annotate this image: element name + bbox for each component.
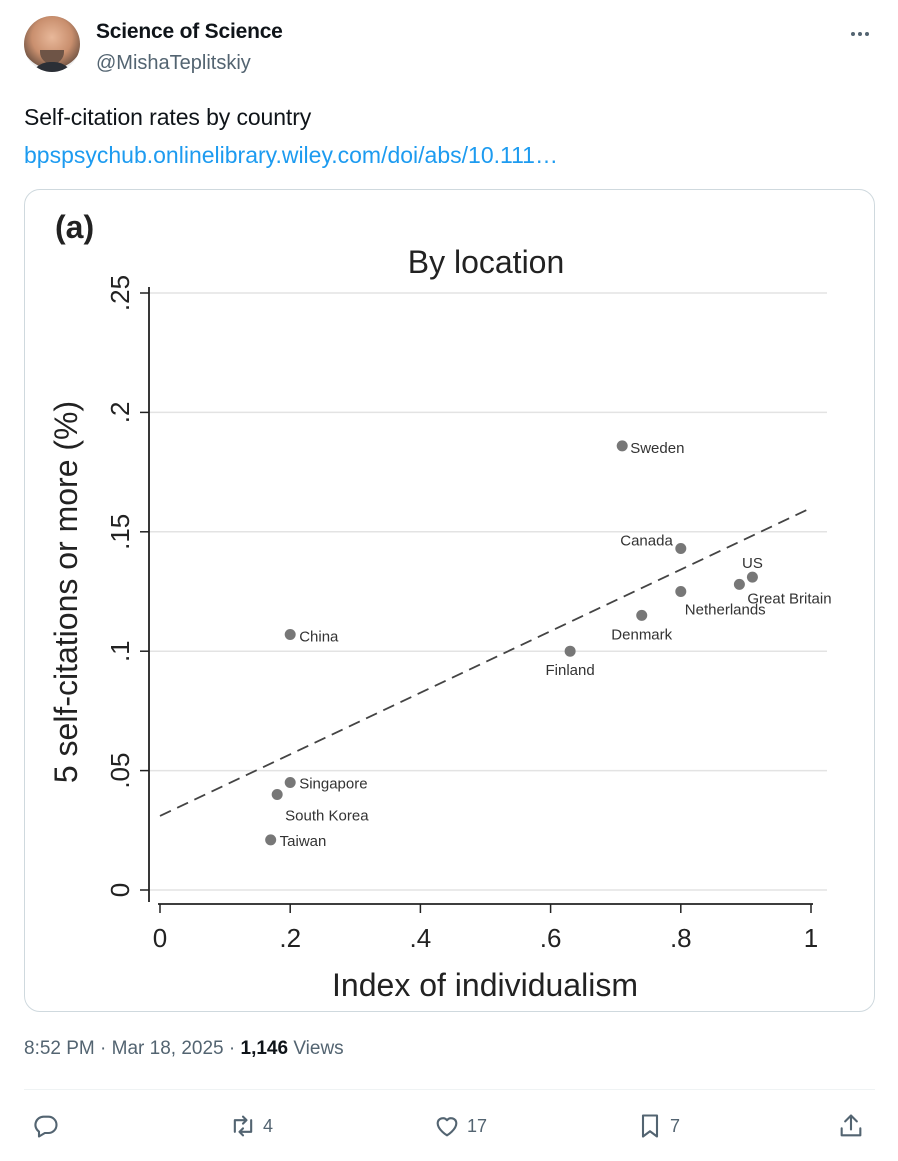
like-button[interactable]: 17 [433, 1108, 487, 1144]
tweet-text: Self-citation rates by country [24, 104, 312, 130]
scatter-point [733, 578, 745, 590]
x-tick-label: .6 [540, 923, 562, 953]
tweet-meta: 8:52 PM · Mar 18, 2025 · 1,146 Views [24, 1038, 344, 1060]
avatar-beard [40, 50, 64, 64]
y-tick-label: 0 [105, 883, 135, 897]
scatter-point [271, 788, 283, 800]
heart-icon [436, 1117, 458, 1137]
point-label: Denmark [611, 626, 672, 643]
retweet-button[interactable]: 4 [229, 1108, 273, 1144]
scatter-point [616, 440, 628, 452]
tweet-date[interactable]: Mar 18, 2025 [111, 1038, 224, 1059]
point-label: Taiwan [280, 833, 327, 850]
author-name[interactable]: Science of Science [96, 20, 283, 43]
retweet-count: 4 [263, 1115, 274, 1136]
point-label: South Korea [285, 807, 369, 824]
x-tick-label: .2 [279, 923, 301, 953]
scatter-point [746, 571, 758, 583]
point-label: Sweden [630, 440, 684, 457]
more-dot-icon [865, 32, 869, 36]
x-tick-label: .4 [410, 923, 432, 953]
share-button[interactable] [837, 1108, 865, 1144]
scatter-point [284, 628, 296, 640]
scatter-point [636, 609, 648, 621]
views-count: 1,146 [240, 1038, 289, 1059]
point-label: China [299, 628, 339, 645]
point-label: Singapore [299, 776, 367, 793]
point-label: Great Britain [747, 590, 831, 607]
share-icon [840, 1114, 862, 1137]
fit-line [159, 507, 812, 817]
chart-title: By location [408, 244, 565, 280]
bookmark-icon [641, 1114, 659, 1138]
more-dot-icon [851, 32, 855, 36]
tweet-link[interactable]: bpspsychub.onlinelibrary.wiley.com/doi/a… [24, 142, 558, 168]
y-tick-label: .25 [105, 275, 135, 311]
y-tick-label: .2 [105, 402, 135, 424]
tweet-time[interactable]: 8:52 PM [24, 1038, 95, 1059]
y-axis-label: 5 self-citations or more (%) [48, 401, 84, 783]
scatter-point [284, 777, 296, 789]
like-count: 17 [467, 1115, 488, 1136]
y-tick-label: .1 [105, 640, 135, 662]
tweet-media-card[interactable]: (a) By location 0 .05 .1 .15 .2 .25 0 .2 .4 .6 .8 1… [24, 189, 875, 1012]
x-tick-label: 1 [804, 923, 818, 953]
x-axis-label: Index of individualism [332, 967, 638, 1003]
reply-icon [34, 1115, 58, 1138]
meta-separator: · [100, 1038, 107, 1059]
views-label: Views [293, 1038, 344, 1059]
scatter-point [564, 645, 576, 657]
more-options-button[interactable] [844, 18, 876, 50]
point-label: Finland [546, 662, 595, 679]
scatter-point [675, 543, 687, 555]
scatter-point [265, 834, 277, 846]
author-handle[interactable]: @MishaTeplitskiy [96, 52, 251, 74]
bookmark-button[interactable]: 7 [636, 1108, 680, 1144]
point-label: Canada [620, 533, 673, 550]
actions-divider [24, 1089, 875, 1090]
meta-separator: · [228, 1038, 236, 1059]
y-tick-label: .15 [105, 514, 135, 550]
chart-panel-label: (a) [55, 209, 94, 245]
retweet-icon [233, 1115, 253, 1137]
scatter-point [675, 586, 687, 597]
more-dot-icon [858, 32, 862, 36]
reply-button[interactable] [32, 1108, 60, 1144]
y-tick-label: .05 [105, 753, 135, 789]
bookmark-count: 7 [670, 1115, 681, 1136]
avatar-shirt [30, 62, 74, 72]
x-tick-label: .8 [670, 923, 692, 953]
scatter-chart: (a) By location 0 .05 .1 .15 .2 .25 0 .2 .4 .6 .8 1… [48, 209, 832, 1003]
author-avatar[interactable] [24, 16, 80, 72]
point-label: US [742, 555, 763, 572]
x-tick-label: 0 [153, 923, 167, 953]
point-label: Netherlands [685, 602, 766, 619]
